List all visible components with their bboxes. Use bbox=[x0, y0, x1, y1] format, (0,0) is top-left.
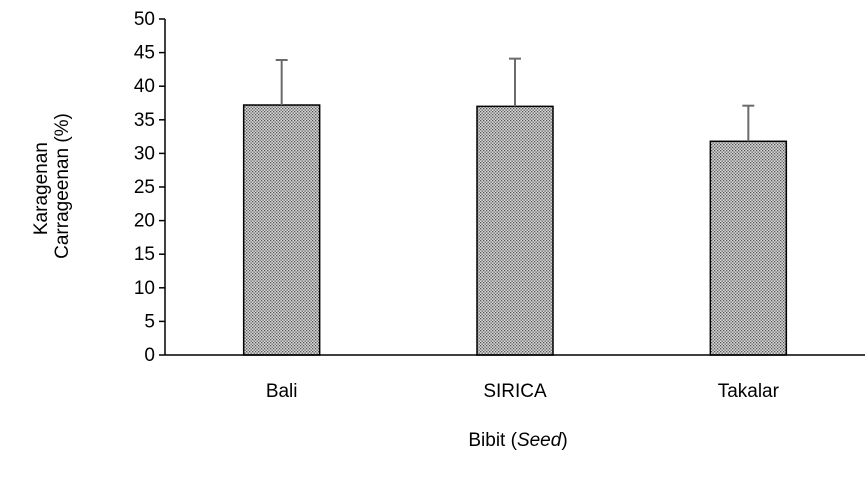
y-tick-label: 40 bbox=[134, 76, 155, 97]
y-tick-label: 10 bbox=[134, 278, 155, 299]
y-tick-label: 35 bbox=[134, 110, 155, 131]
bars bbox=[242, 104, 788, 356]
y-tick-label: 15 bbox=[134, 244, 155, 265]
y-tick-label: 45 bbox=[134, 43, 155, 64]
y-tick-label: 50 bbox=[134, 9, 155, 30]
x-category-label-takalar: Takalar bbox=[718, 381, 780, 402]
y-tick-label: 5 bbox=[144, 311, 155, 332]
y-axis-ticks: 0 5 10 15 20 25 30 35 40 45 50 bbox=[134, 9, 165, 366]
y-axis-title: Karagenan Carrageenan (%) bbox=[31, 113, 73, 259]
bar-bali bbox=[242, 104, 321, 356]
bar-takalar bbox=[709, 140, 788, 356]
y-tick-label: 30 bbox=[134, 143, 155, 164]
y-tick-label: 20 bbox=[134, 211, 155, 232]
x-category-label-sirica: SIRICA bbox=[483, 381, 547, 402]
x-axis-title-italic: Seed bbox=[517, 430, 563, 451]
y-tick-label: 25 bbox=[134, 177, 155, 198]
error-bars bbox=[275, 57, 755, 142]
y-axis-title-line-2: Carrageenan (%) bbox=[52, 113, 73, 259]
x-axis-title: Bibit (Seed) bbox=[468, 430, 567, 451]
y-tick-label: 0 bbox=[144, 345, 155, 366]
bar-sirica bbox=[476, 105, 554, 356]
x-axis-title-end: ) bbox=[561, 430, 567, 451]
y-axis-title-line-1: Karagenan bbox=[31, 142, 52, 235]
x-category-label-bali: Bali bbox=[266, 381, 298, 402]
x-axis-categories: Bali SIRICA Takalar bbox=[266, 381, 780, 402]
x-axis-title-main: Bibit ( bbox=[468, 430, 517, 451]
